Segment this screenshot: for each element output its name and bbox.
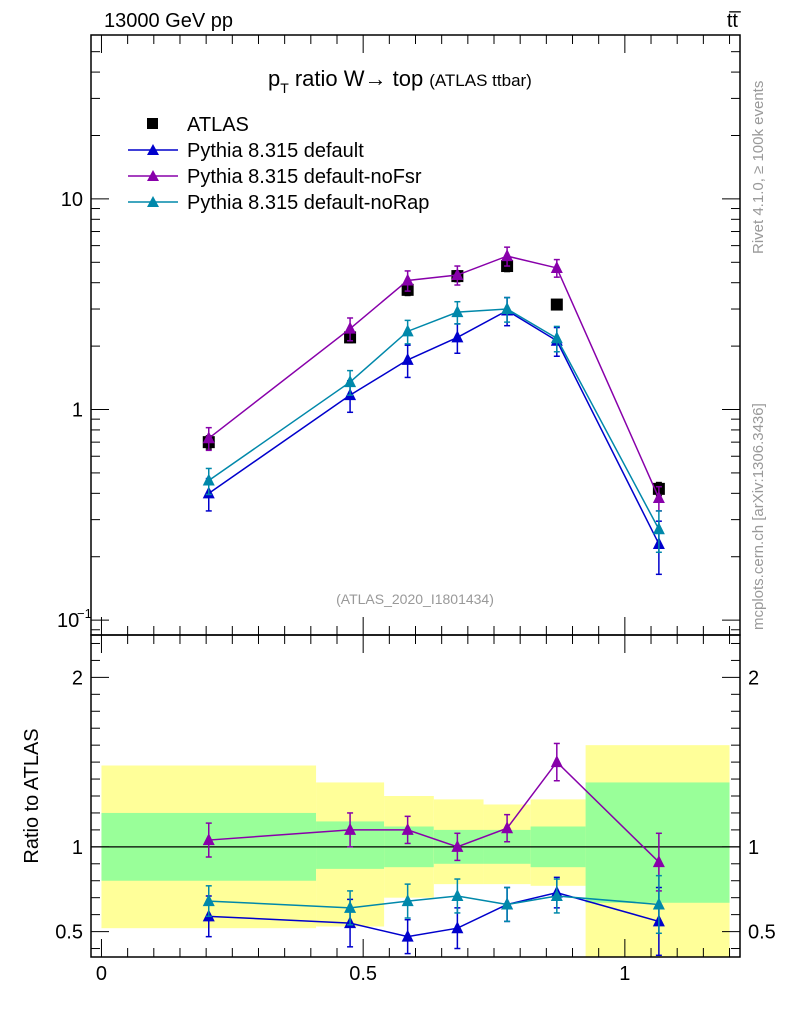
main-y-tick-exponent: −1: [77, 606, 92, 621]
title-p: p: [268, 66, 280, 91]
ratio-uncertainty-bands: [101, 745, 730, 957]
data-point-pythia-8-315-default-norap: [550, 331, 563, 344]
main-y-tick-label: 1: [72, 400, 83, 422]
ratio-point-pythia-8-315-default-norap: [550, 888, 563, 901]
ratio-y-tick-label: 1: [72, 837, 83, 859]
legend-marker-default: [147, 144, 159, 155]
data-point-pythia-8-315-default-norap: [401, 324, 414, 337]
source-label: mcplots.cern.ch [arXiv:1306.3436]: [750, 403, 767, 630]
data-point-pythia-8-315-default-nofsr: [451, 268, 464, 281]
process-label: tt̅: [727, 10, 741, 32]
data-point-pythia-8-315-default-norap: [202, 473, 215, 486]
data-point-pythia-8-315-default-norap: [501, 302, 514, 315]
ratio-axis-ticks: 0.5 0.5 1 1 2 2 0 0.5 1: [55, 635, 776, 985]
ratio-point-pythia-8-315-default-norap: [652, 897, 665, 910]
title-main: ratio W→ top: [295, 66, 423, 91]
ratio-point-pythia-8-315-default-norap: [344, 900, 357, 913]
energy-label: 13000 GeV pp: [104, 10, 233, 32]
ratio-point-pythia-8-315-default-nofsr: [202, 833, 215, 846]
title-sub: (ATLAS ttbar): [429, 71, 532, 90]
legend: ATLAS Pythia 8.315 default Pythia 8.315 …: [128, 114, 429, 214]
ratio-point-pythia-8-315-default-nofsr: [501, 821, 514, 834]
ratio-frame: [90, 634, 741, 958]
ratio-point-pythia-8-315-default-norap: [501, 897, 514, 910]
ratio-band-green: [585, 782, 730, 903]
ratio-y-axis-label: Ratio to ATLAS: [21, 728, 43, 863]
data-point-pythia-8-315-default: [401, 352, 414, 365]
data-point-atlas: [550, 298, 563, 311]
title-t-subscript: T: [280, 80, 289, 96]
ratio-point-pythia-8-315-default-nofsr: [550, 755, 563, 768]
ratio-point-pythia-8-315-default-norap: [451, 888, 464, 901]
data-point-pythia-8-315-default-norap: [652, 522, 665, 535]
ratio-x-tick-label: 1: [619, 963, 630, 985]
ratio-point-pythia-8-315-default: [451, 921, 464, 934]
ratio-x-tick-label: 0: [96, 963, 107, 985]
data-point-pythia-8-315-default: [451, 330, 464, 343]
legend-label-nofsr: Pythia 8.315 default-noFsr: [187, 166, 422, 188]
ratio-point-pythia-8-315-default-norap: [401, 894, 414, 907]
ratio-y-tick-label: 2: [72, 667, 83, 689]
ratio-panel: 0.5 0.5 1 1 2 2 0 0.5 1 Ratio to ATLAS: [21, 634, 776, 985]
data-point-pythia-8-315-default-norap: [344, 375, 357, 388]
analysis-watermark: (ATLAS_2020_I1801434): [336, 591, 494, 607]
legend-label-default: Pythia 8.315 default: [187, 140, 364, 162]
ratio-point-pythia-8-315-default: [401, 929, 414, 942]
data-point-pythia-8-315-default-nofsr: [344, 321, 357, 334]
ratio-y-tick-label-right: 2: [748, 667, 759, 689]
ratio-y-tick-label: 0.5: [55, 922, 83, 944]
ratio-x-tick-label: 0.5: [349, 963, 377, 985]
ratio-series-layer: [202, 742, 665, 957]
data-point-pythia-8-315-default-nofsr: [401, 273, 414, 286]
data-point-pythia-8-315-default-nofsr: [501, 249, 514, 262]
ratio-point-pythia-8-315-default-nofsr: [652, 855, 665, 868]
series-line-pythia-8-315-default-norap: [208, 308, 660, 530]
legend-marker-nofsr: [147, 170, 159, 181]
chart-title: pT ratio W→ top (ATLAS ttbar): [268, 66, 532, 96]
main-y-tick-label: 10: [61, 189, 83, 211]
ratio-point-pythia-8-315-default-nofsr: [451, 839, 464, 852]
rivet-label: Rivet 4.1.0, ≥ 100k events: [750, 81, 767, 254]
data-point-pythia-8-315-default-nofsr: [550, 260, 563, 273]
data-point-pythia-8-315-default-nofsr: [652, 491, 665, 504]
legend-label-norap: Pythia 8.315 default-noRap: [187, 192, 429, 214]
series-line-pythia-8-315-default-nofsr: [208, 255, 660, 499]
ratio-point-pythia-8-315-default-nofsr: [401, 822, 414, 835]
ratio-point-pythia-8-315-default-nofsr: [344, 822, 357, 835]
ratio-point-pythia-8-315-default-norap: [202, 894, 215, 907]
ratio-y-tick-label-right: 1: [748, 837, 759, 859]
data-point-pythia-8-315-default-nofsr: [202, 431, 215, 444]
legend-marker-norap: [147, 196, 159, 207]
legend-marker-atlas: [147, 118, 158, 129]
data-point-pythia-8-315-default-norap: [451, 305, 464, 318]
ratio-y-tick-label-right: 0.5: [748, 922, 776, 944]
main-series-layer: [202, 246, 665, 576]
main-y-tick-label: 10: [57, 610, 79, 632]
legend-label-atlas: ATLAS: [187, 114, 249, 136]
